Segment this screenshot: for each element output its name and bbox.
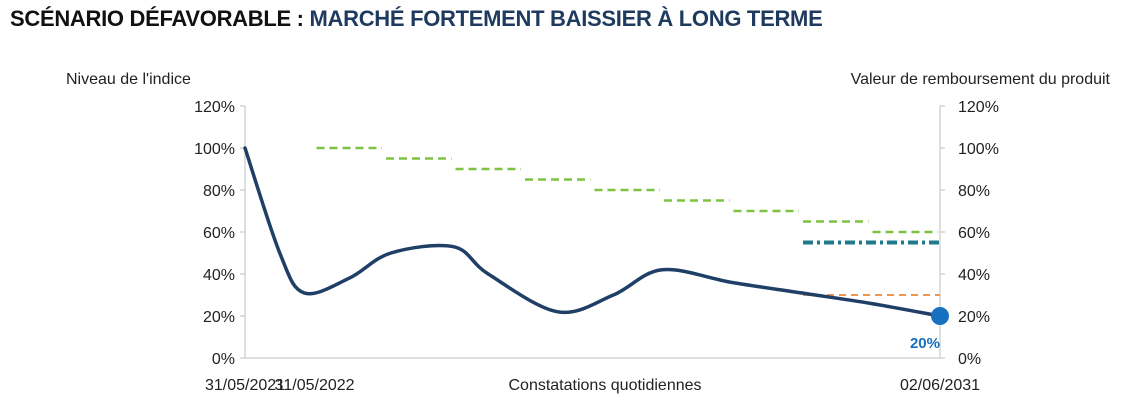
y-tick-label-left: 20%	[203, 309, 235, 326]
x-tick-label: 31/05/2022	[274, 377, 354, 394]
y-axis-left-label: Niveau de l'indice	[66, 71, 191, 88]
y-tick-label-right: 100%	[958, 141, 999, 158]
y-tick-label-left: 80%	[203, 183, 235, 200]
y-tick-label-right: 120%	[958, 99, 999, 116]
final-value-marker	[931, 307, 949, 325]
y-axis-right-label: Valeur de remboursement du produit	[850, 71, 1110, 88]
y-tick-label-right: 80%	[958, 183, 990, 200]
y-tick-label-left: 0%	[212, 351, 235, 368]
y-tick-label-left: 40%	[203, 267, 235, 284]
x-axis-label: Constatations quotidiennes	[508, 377, 701, 394]
final-value-label: 20%	[910, 335, 940, 352]
y-tick-label-left: 120%	[194, 99, 235, 116]
x-tick-label: 02/06/2031	[900, 377, 980, 394]
x-tick-label: 31/05/2021	[205, 377, 285, 394]
title-main: MARCHÉ FORTEMENT BAISSIER À LONG TERME	[309, 6, 823, 31]
y-tick-label-right: 0%	[958, 351, 981, 368]
y-tick-label-left: 100%	[194, 141, 235, 158]
title-prefix: SCÉNARIO DÉFAVORABLE :	[10, 6, 310, 31]
y-tick-label-right: 40%	[958, 267, 990, 284]
y-tick-label-right: 60%	[958, 225, 990, 242]
index-series-line	[243, 146, 942, 318]
page-title: SCÉNARIO DÉFAVORABLE : MARCHÉ FORTEMENT …	[10, 6, 823, 32]
y-tick-label-right: 20%	[958, 309, 990, 326]
y-tick-label-left: 60%	[203, 225, 235, 242]
